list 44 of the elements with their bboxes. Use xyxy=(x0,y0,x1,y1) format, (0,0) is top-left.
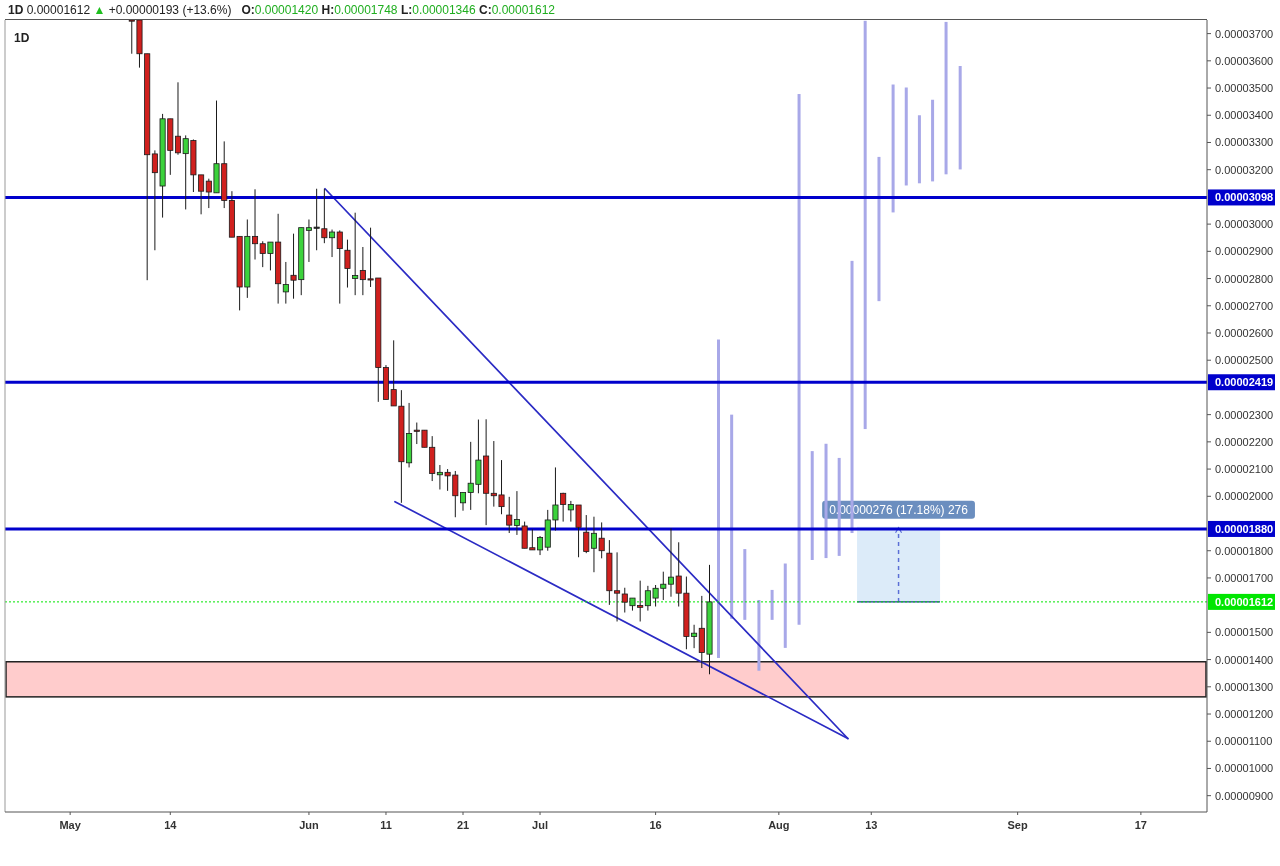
ref-line-label: 0.00001612 xyxy=(1215,595,1274,608)
y-tick-label: 0.00003600 xyxy=(1215,54,1274,67)
x-tick-label: Jul xyxy=(532,819,548,831)
y-tick-label: 0.00003200 xyxy=(1215,163,1274,176)
x-tick-label: Aug xyxy=(768,819,790,831)
y-tick-label: 0.00002300 xyxy=(1215,408,1274,421)
y-tick-label: 0.00003400 xyxy=(1215,109,1274,122)
ref-line-label: 0.00001880 xyxy=(1215,522,1274,535)
x-tick-label: 13 xyxy=(865,819,878,831)
y-tick-label: 0.00001500 xyxy=(1215,626,1274,639)
ref-line-label: 0.00003098 xyxy=(1215,191,1274,204)
y-tick-label: 0.00001700 xyxy=(1215,571,1274,584)
x-tick-label: 21 xyxy=(456,819,470,831)
y-tick-label: 0.00001800 xyxy=(1215,544,1274,557)
y-tick-label: 0.00001400 xyxy=(1215,653,1274,666)
y-tick-label: 0.00001100 xyxy=(1215,735,1273,748)
x-tick-label: 16 xyxy=(649,819,662,831)
y-tick-label: 0.00002700 xyxy=(1215,299,1274,312)
y-tick-label: 0.00002000 xyxy=(1215,490,1274,503)
x-tick-label: 11 xyxy=(380,819,392,831)
y-tick-label: 0.00000900 xyxy=(1215,789,1274,802)
ref-line-label: 0.00002419 xyxy=(1215,376,1274,389)
y-tick-label: 0.00003000 xyxy=(1215,218,1274,231)
y-tick-label: 0.00002600 xyxy=(1215,326,1274,339)
y-tick-label: 0.00003500 xyxy=(1215,82,1274,95)
y-tick-label: 0.00001300 xyxy=(1215,680,1274,693)
text: O:0.00001420 H:0.00001748 L:0.00001346 C:0.00001612 xyxy=(241,3,556,17)
y-tick-label: 0.00002500 xyxy=(1215,354,1274,367)
text: 1D xyxy=(14,31,30,45)
x-tick-label: May xyxy=(59,819,82,831)
y-tick-label: 0.00002900 xyxy=(1215,245,1274,258)
y-tick-label: 0.00003300 xyxy=(1215,136,1274,149)
y-tick-label: 0.00001200 xyxy=(1215,708,1274,721)
data-label: 0.00000276 (17.18%) 276 xyxy=(829,502,969,517)
y-tick-label: 0.00002200 xyxy=(1215,435,1274,448)
text: 1D 0.00001612 ▲ +0.00000193 (+13.6%) xyxy=(8,3,232,17)
x-tick-label: 17 xyxy=(1134,819,1148,831)
y-tick-label: 0.00003700 xyxy=(1215,27,1274,40)
x-tick-label: Sep xyxy=(1007,819,1028,831)
y-tick-label: 0.00002100 xyxy=(1215,463,1274,476)
x-tick-label: Jun xyxy=(299,819,320,831)
y-tick-label: 0.00002800 xyxy=(1215,272,1274,285)
x-tick-label: 14 xyxy=(164,819,178,831)
y-tick-label: 0.00001000 xyxy=(1215,762,1274,775)
